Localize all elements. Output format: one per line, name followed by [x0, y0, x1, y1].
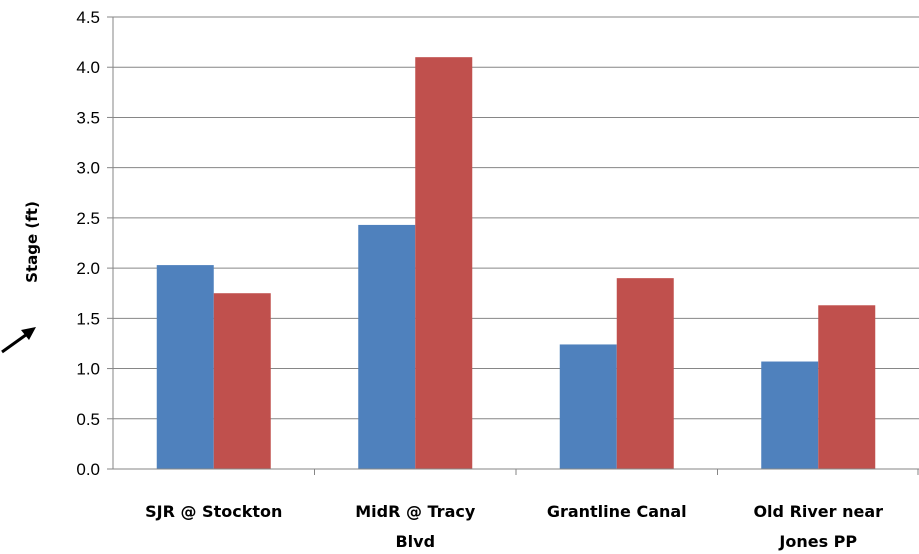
axes	[107, 16, 919, 475]
x-category-label: Old River near	[753, 502, 883, 521]
x-category-labels: SJR @ Stockton MidR @ Tracy Blvd Grantline …	[145, 502, 883, 551]
y-tick-label: 0.5	[76, 410, 100, 429]
x-category-label: SJR @ Stockton	[145, 502, 282, 521]
bar-series-2	[616, 278, 674, 469]
y-tick-label: 3.5	[76, 108, 100, 127]
y-tick-label: 1.0	[76, 360, 100, 379]
y-tick-label: 2.5	[76, 209, 100, 228]
y-tick-label: 2.0	[76, 259, 100, 278]
bar-series-1	[358, 224, 416, 469]
y-tick-labels: 0.0 0.5 1.0 1.5 2.0 2.5 3.0 3.5 4.0 4.5	[76, 8, 100, 479]
y-tick-label: 4.0	[76, 58, 100, 77]
annotation-arrow	[1, 327, 36, 354]
bar-series-1	[761, 361, 819, 469]
y-tick-label: 1.5	[76, 309, 100, 328]
bar-series-2	[415, 57, 473, 470]
bar-series-2	[818, 305, 876, 469]
bar-series-1	[156, 265, 214, 469]
x-category-label: MidR @ Tracy	[355, 502, 476, 521]
x-category-label: Grantline Canal	[547, 502, 687, 521]
bars	[156, 57, 876, 470]
x-category-label: Blvd	[395, 532, 435, 551]
y-tick-label: 3.0	[76, 159, 100, 178]
y-tick-label: 0.0	[76, 460, 100, 479]
bar-series-1	[559, 344, 617, 469]
y-tick-label: 4.5	[76, 8, 100, 27]
y-axis-title: Stage (ft)	[23, 201, 41, 283]
bar-series-2	[213, 293, 271, 469]
x-category-label: Jones PP	[778, 532, 857, 551]
